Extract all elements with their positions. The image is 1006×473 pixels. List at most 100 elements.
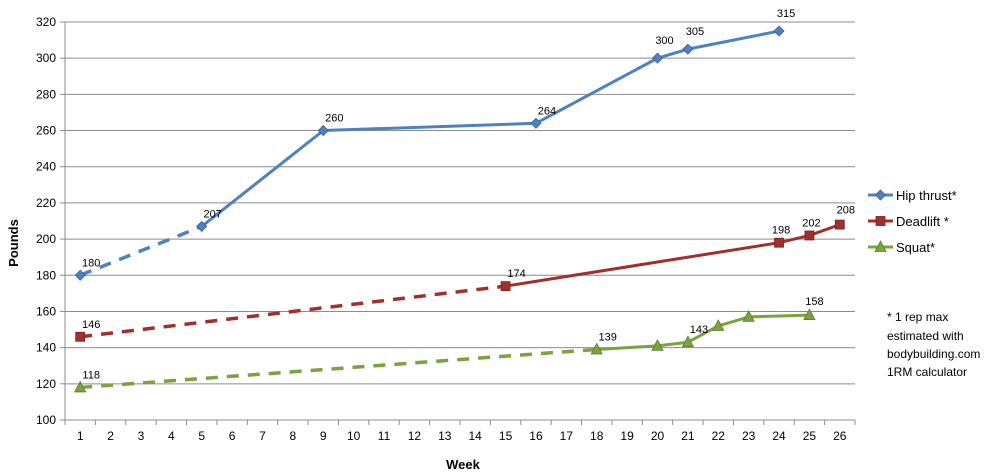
x-tick-label-15: 15: [499, 429, 513, 443]
deadlift-point-3: [804, 230, 815, 241]
squat-label-3: 143: [690, 324, 708, 336]
hip-thrust-solid-line: [200, 29, 780, 228]
deadlift-point-4: [834, 219, 845, 230]
footnote-line-2: estimated with: [887, 329, 964, 343]
footnote: * 1 rep max estimated with bodybuilding.…: [887, 310, 984, 379]
x-tick-label-6: 6: [229, 429, 236, 443]
x-tick-label-10: 10: [347, 429, 361, 443]
footnote-line-4: 1RM calculator: [887, 365, 967, 379]
y-tick-label-120: 120: [36, 377, 56, 391]
x-tick-label-20: 20: [651, 429, 665, 443]
hip-thrust-label-2: 260: [325, 113, 343, 125]
gridlines: [65, 21, 855, 385]
y-tick-label-240: 240: [36, 160, 56, 174]
x-tick-label-21: 21: [681, 429, 695, 443]
legend-squat-label: Squat*: [896, 240, 935, 255]
legend-deadlift-label: Deadlift *: [896, 214, 949, 229]
squat-point-5: [742, 310, 755, 322]
deadlift-dashed-line: [79, 284, 506, 339]
x-tick-label-13: 13: [438, 429, 452, 443]
deadlift-label-4: 208: [837, 205, 855, 217]
x-tick-label-5: 5: [198, 429, 205, 443]
footnote-line-3: bodybuilding.com: [887, 347, 980, 361]
x-tick-label-23: 23: [742, 429, 756, 443]
deadlift-label-1: 174: [507, 268, 525, 280]
hip-thrust-point-3: [530, 117, 542, 129]
x-tick-label-1: 1: [77, 429, 84, 443]
deadlift-point-2: [774, 237, 784, 248]
y-tick-label-280: 280: [36, 87, 56, 101]
hip-thrust-point-1: [196, 220, 208, 232]
y-tick-label-260: 260: [36, 124, 56, 138]
x-tick-label-3: 3: [138, 429, 145, 443]
y-tick-label-200: 200: [36, 232, 56, 246]
squat-dashed-line: [80, 347, 597, 390]
x-tick-label-25: 25: [803, 429, 817, 443]
series-markers: [74, 25, 845, 393]
deadlift-label-3: 202: [802, 217, 820, 229]
legend-hip-thrust-label: Hip thrust*: [896, 188, 957, 203]
hip-thrust-point-6: [773, 25, 785, 37]
legend-deadlift-marker: [875, 216, 886, 226]
x-tick-label-17: 17: [560, 429, 574, 443]
x-tick-label-11: 11: [378, 429, 391, 443]
hip-thrust-point-0: [74, 269, 86, 281]
deadlift-label-2: 198: [772, 225, 790, 237]
squat-point-6: [803, 308, 816, 320]
hip-thrust-point-5: [682, 43, 694, 55]
squat-point-4: [712, 319, 725, 331]
x-tick-label-26: 26: [833, 429, 847, 443]
y-tick-label-140: 140: [36, 341, 56, 355]
x-tick-label-16: 16: [529, 429, 543, 443]
deadlift-label-0: 146: [82, 319, 100, 331]
y-tick-label-300: 300: [36, 51, 56, 65]
legend: Hip thrust* Deadlift * Squat*: [868, 188, 957, 255]
y-axis-title: Pounds: [6, 219, 21, 267]
deadlift-point-1: [500, 281, 511, 292]
hip-thrust-label-5: 305: [686, 26, 704, 38]
x-tick-label-14: 14: [469, 429, 483, 443]
footnote-line-1: * 1 rep max: [887, 310, 948, 324]
x-tick-label-12: 12: [408, 429, 422, 443]
y-tick-label-220: 220: [36, 196, 56, 210]
axes: [60, 21, 856, 425]
x-tick-label-2: 2: [107, 429, 114, 443]
squat-point-2: [651, 338, 664, 351]
deadlift-solid-line: [505, 223, 841, 288]
x-tick-labels: 1 2 3 4 5 6 7 8 9 10 11 12 13 14 15 16 17 18 19 20 21 22 23 24 2…: [77, 429, 847, 443]
y-tick-label-160: 160: [36, 304, 56, 318]
deadlift-point-0: [75, 331, 86, 342]
squat-point-1: [590, 342, 603, 355]
x-tick-label-7: 7: [259, 429, 266, 443]
hip-thrust-label-6: 315: [777, 8, 795, 20]
y-tick-label-320: 320: [36, 15, 56, 29]
x-tick-label-18: 18: [590, 429, 604, 443]
x-tick-label-4: 4: [168, 429, 175, 443]
squat-label-1: 139: [599, 331, 617, 343]
hip-thrust-dashed-line: [79, 224, 203, 277]
legend-hip-thrust-marker: [874, 189, 887, 201]
y-tick-label-100: 100: [36, 413, 56, 427]
hip-thrust-point-4: [651, 52, 664, 64]
data-labels: 180 207 260 264 300 305 315 146 174 198 202 208 118 1…: [82, 8, 855, 381]
squat-solid-line: [596, 313, 810, 351]
x-tick-label-22: 22: [712, 429, 726, 443]
squat-label-0: 118: [82, 369, 100, 381]
hip-thrust-label-3: 264: [538, 105, 556, 117]
x-tick-label-9: 9: [320, 429, 327, 443]
x-tick-label-8: 8: [290, 429, 297, 443]
series-lines: [79, 29, 841, 390]
hip-thrust-label-0: 180: [82, 257, 100, 269]
squat-point-0: [74, 380, 87, 393]
y-tick-labels: 100 120 140 160 180 200 220 240 260 280 300 320: [36, 15, 56, 427]
hip-thrust-label-1: 207: [204, 208, 222, 220]
x-tick-label-24: 24: [772, 429, 786, 443]
y-tick-label-180: 180: [36, 268, 56, 282]
hip-thrust-point-2: [317, 124, 329, 137]
x-axis-title: Week: [446, 457, 480, 472]
legend-squat-marker: [874, 240, 887, 252]
x-tick-label-19: 19: [620, 429, 634, 443]
hip-thrust-label-4: 300: [655, 35, 673, 47]
squat-label-6: 158: [805, 296, 823, 308]
